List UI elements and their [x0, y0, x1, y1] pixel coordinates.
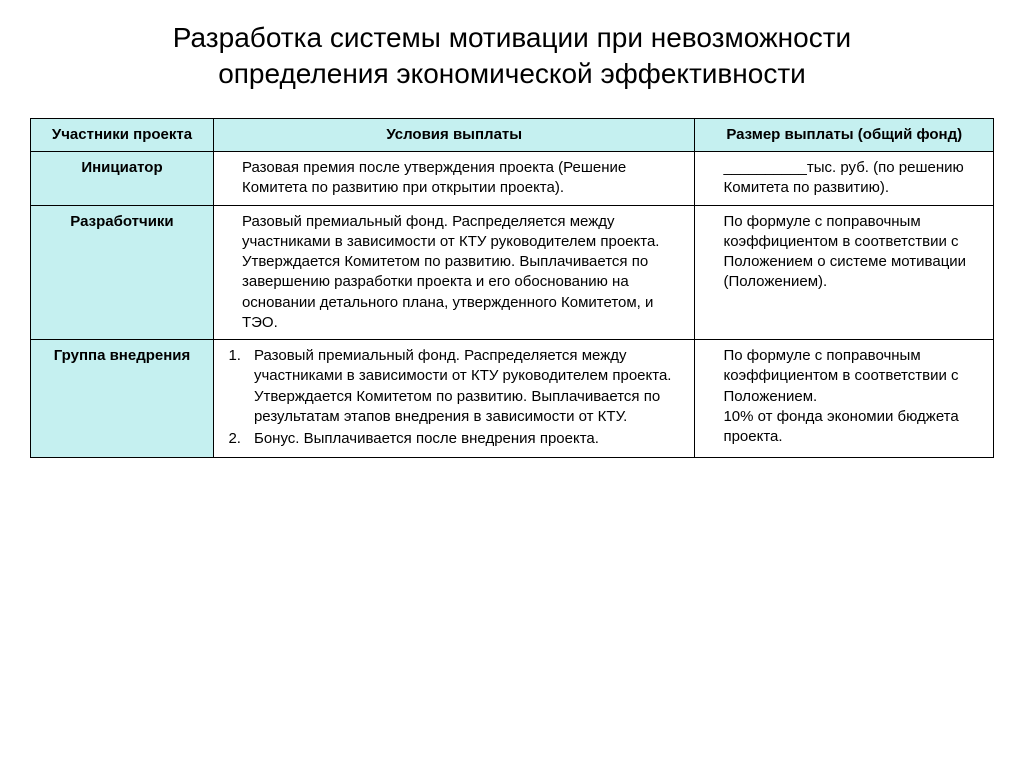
role-cell: Группа внедрения — [31, 340, 214, 458]
table-row: Инициатор Разовая премия после утвержден… — [31, 152, 994, 206]
list-item: 2. Бонус. Выплачивается после внедрения п… — [224, 429, 685, 449]
condition-text: Разовая премия после утверждения проекта… — [224, 158, 685, 199]
list-number: 2. — [228, 429, 241, 449]
list-number: 1. — [228, 346, 241, 366]
payment-text: 10% от фонда экономии бюджета проекта. — [705, 407, 983, 448]
list-item-text: Разовый премиальный фонд. Распределяется… — [254, 347, 672, 425]
condition-cell: Разовый премиальный фонд. Распределяется… — [213, 205, 695, 340]
condition-text: Разовый премиальный фонд. Распределяется… — [224, 212, 685, 334]
col-header-conditions: Условия выплаты — [213, 118, 695, 151]
payment-cell: По формуле с поправочным коэффициентом в… — [695, 205, 994, 340]
role-cell: Разработчики — [31, 205, 214, 340]
list-item-text: Бонус. Выплачивается после внедрения про… — [254, 430, 599, 447]
payment-text: __________тыс. руб. (по решению Комитета… — [705, 158, 983, 199]
col-header-payment: Размер выплаты (общий фонд) — [695, 118, 994, 151]
condition-cell: 1. Разовый премиальный фонд. Распределяет… — [213, 340, 695, 458]
list-item: 1. Разовый премиальный фонд. Распределяет… — [224, 346, 685, 427]
table-row: Разработчики Разовый премиальный фонд. Р… — [31, 205, 994, 340]
col-header-participants: Участники проекта — [31, 118, 214, 151]
payment-text: По формуле с поправочным коэффициентом в… — [705, 212, 983, 293]
role-cell: Инициатор — [31, 152, 214, 206]
payment-cell: По формуле с поправочным коэффициентом в… — [695, 340, 994, 458]
table-header-row: Участники проекта Условия выплаты Размер… — [31, 118, 994, 151]
payment-cell: __________тыс. руб. (по решению Комитета… — [695, 152, 994, 206]
table-row: Группа внедрения 1. Разовый премиальный ф… — [31, 340, 994, 458]
payment-text: По формуле с поправочным коэффициентом в… — [705, 346, 983, 407]
condition-cell: Разовая премия после утверждения проекта… — [213, 152, 695, 206]
condition-list: 1. Разовый премиальный фонд. Распределяет… — [224, 346, 685, 449]
page-title: Разработка системы мотивации при невозмо… — [30, 20, 994, 93]
motivation-table: Участники проекта Условия выплаты Размер… — [30, 118, 994, 459]
